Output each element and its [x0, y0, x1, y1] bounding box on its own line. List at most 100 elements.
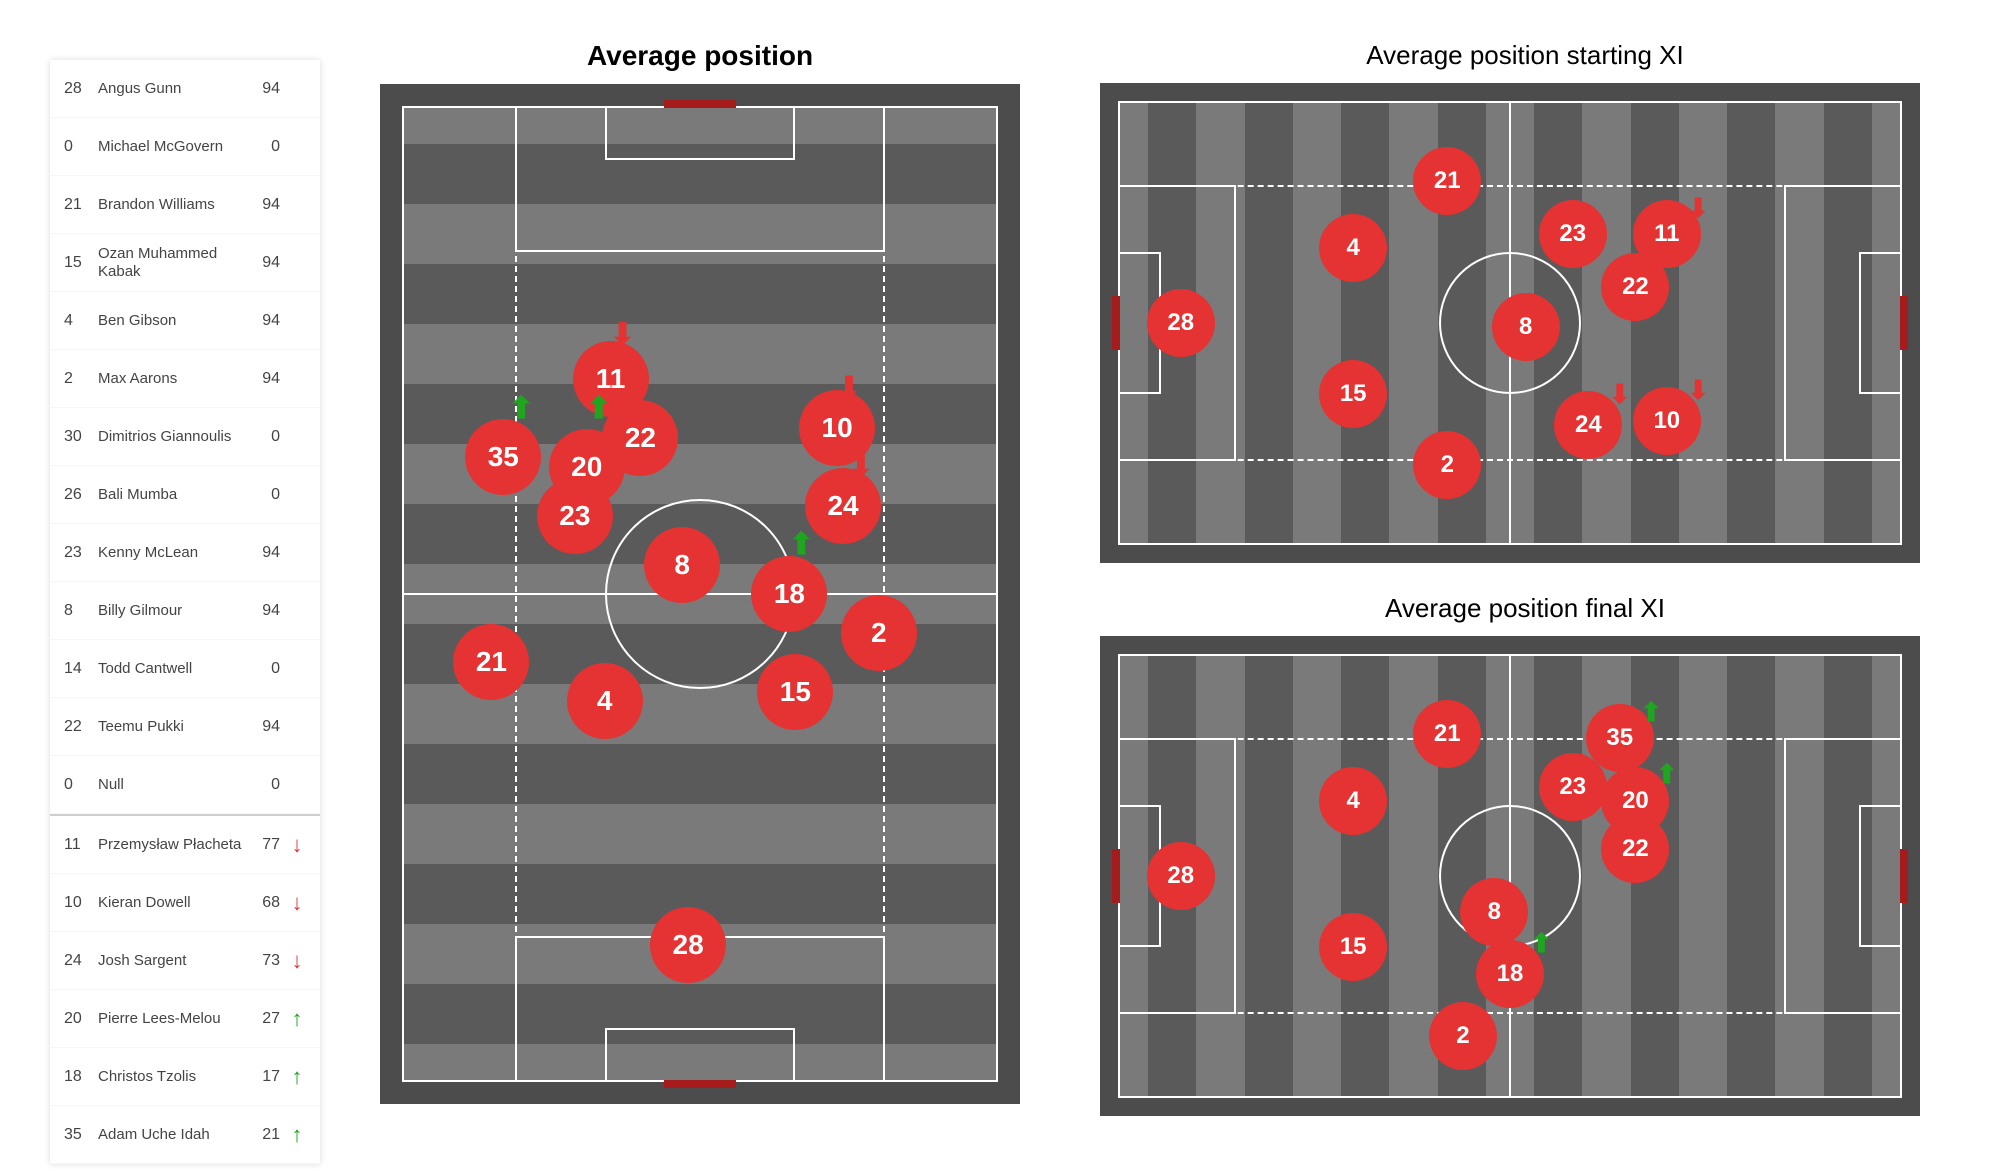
sub-on-icon: ⬆ [1656, 761, 1678, 787]
position-dot: 35 [465, 419, 541, 495]
position-dot: 15 [1319, 360, 1387, 428]
position-dot: 22 [1601, 253, 1669, 321]
sub-off-icon: ⬇ [610, 320, 635, 350]
player-row: 24Josh Sargent73↓ [50, 932, 320, 990]
sub-off-icon: ↓ [288, 832, 306, 858]
player-name: Ozan Muhammed Kabak [98, 245, 250, 280]
player-row: 28Angus Gunn94 [50, 60, 320, 118]
position-dot: 23 [1539, 200, 1607, 268]
sub-on-icon: ⬆ [586, 394, 611, 424]
player-row: 14Todd Cantwell0 [50, 640, 320, 698]
player-number: 28 [64, 80, 98, 98]
player-row: 0Null0 [50, 756, 320, 814]
player-name: Kenny McLean [98, 544, 250, 561]
player-number: 26 [64, 486, 98, 504]
player-name: Michael McGovern [98, 138, 250, 155]
player-name: Max Aarons [98, 370, 250, 387]
sub-off-icon: ↓ [288, 948, 306, 974]
player-name: Ben Gibson [98, 312, 250, 329]
player-minutes: 21 [250, 1126, 280, 1144]
sub-on-icon: ↑ [288, 1064, 306, 1090]
final-pitch: 28421152818⬆2335⬆20⬆22 [1100, 636, 1920, 1116]
player-row: 35Adam Uche Idah21 ↑ [50, 1106, 320, 1164]
position-dot: 21 [1413, 147, 1481, 215]
sub-on-icon: ↑ [288, 1006, 306, 1032]
position-dot: 4 [1319, 767, 1387, 835]
player-minutes: 68 [250, 894, 280, 912]
final-pitch-panel: Average position final XI 28421152818⬆23… [1100, 593, 1950, 1116]
player-name: Kieran Dowell [98, 894, 250, 911]
starting-pitch-panel: Average position starting XI 28421152823… [1100, 40, 1950, 563]
position-dot: 15 [757, 654, 833, 730]
player-number: 0 [64, 138, 98, 156]
player-row: 20Pierre Lees-Melou27 ↑ [50, 990, 320, 1048]
sub-off-icon: ⬇ [1609, 381, 1631, 407]
position-dot: 2 [841, 595, 917, 671]
position-dot: 15 [1319, 913, 1387, 981]
position-dot: 21 [453, 624, 529, 700]
player-row: 4Ben Gibson94 [50, 292, 320, 350]
position-dot: 22 [1601, 815, 1669, 883]
player-row: 10Kieran Dowell68 ↓ [50, 874, 320, 932]
player-minutes: 27 [250, 1010, 280, 1028]
player-minutes: 94 [250, 80, 280, 98]
figure: 28Angus Gunn940Michael McGovern021Brando… [0, 0, 2000, 1175]
player-row: 11Przemysław Płacheta77↓ [50, 814, 320, 874]
player-number: 10 [64, 894, 98, 912]
player-name: Null [98, 776, 250, 793]
player-minutes: 0 [250, 486, 280, 504]
player-number: 20 [64, 1010, 98, 1028]
player-row: 18Christos Tzolis17↑ [50, 1048, 320, 1106]
player-minutes: 94 [250, 196, 280, 214]
player-minutes: 77 [250, 836, 280, 854]
player-minutes: 94 [250, 544, 280, 562]
player-row: 26Bali Mumba0 [50, 466, 320, 524]
player-name: Bali Mumba [98, 486, 250, 503]
charts-area: Average position 11⬇2235⬆20⬆23810⬇24⬇18⬆… [360, 40, 1950, 1140]
main-pitch-title: Average position [587, 40, 813, 72]
player-name: Angus Gunn [98, 80, 250, 97]
player-row: 8Billy Gilmour94 [50, 582, 320, 640]
starting-pitch-title: Average position starting XI [1100, 40, 1950, 71]
player-number: 11 [64, 836, 98, 854]
player-row: 15Ozan Muhammed Kabak94 [50, 234, 320, 292]
player-number: 35 [64, 1126, 98, 1144]
sub-off-icon: ⬇ [836, 374, 861, 404]
player-number: 15 [64, 254, 98, 272]
player-row: 2Max Aarons94 [50, 350, 320, 408]
position-dot: 8 [1492, 293, 1560, 361]
player-minutes: 94 [250, 254, 280, 272]
player-name: Adam Uche Idah [98, 1126, 250, 1143]
player-row: 23Kenny McLean94 [50, 524, 320, 582]
player-minutes: 0 [250, 660, 280, 678]
player-name: Brandon Williams [98, 196, 250, 213]
sub-on-icon: ⬆ [789, 530, 814, 560]
sub-on-icon: ⬆ [1530, 930, 1552, 956]
sub-on-icon: ⬆ [509, 394, 534, 424]
player-number: 22 [64, 718, 98, 736]
player-minutes: 0 [250, 428, 280, 446]
sub-off-icon: ⬇ [1687, 195, 1709, 221]
player-minutes: 17 [250, 1068, 280, 1086]
sub-off-icon: ↓ [288, 890, 306, 916]
player-row: 21Brandon Williams94 [50, 176, 320, 234]
player-minutes: 73 [250, 952, 280, 970]
position-dot: 28 [650, 907, 726, 983]
player-name: Christos Tzolis [98, 1068, 250, 1085]
sub-on-icon: ↑ [288, 1122, 306, 1148]
player-name: Pierre Lees-Melou [98, 1010, 250, 1027]
player-minutes: 94 [250, 602, 280, 620]
position-dot: 28 [1147, 842, 1215, 910]
position-dot: 23 [537, 478, 613, 554]
position-dot: 8 [1460, 878, 1528, 946]
sub-on-icon: ⬆ [1640, 699, 1662, 725]
main-pitch: 11⬇2235⬆20⬆23810⬇24⬇18⬆22141528 [380, 84, 1020, 1104]
player-minutes: 94 [250, 312, 280, 330]
position-dot: 2 [1413, 431, 1481, 499]
side-pitches-column: Average position starting XI 28421152823… [1100, 40, 1950, 1140]
player-number: 14 [64, 660, 98, 678]
player-name: Josh Sargent [98, 952, 250, 969]
position-dot: 4 [567, 663, 643, 739]
main-pitch-panel: Average position 11⬇2235⬆20⬆23810⬇24⬇18⬆… [360, 40, 1040, 1140]
player-list: 28Angus Gunn940Michael McGovern021Brando… [50, 60, 320, 1164]
